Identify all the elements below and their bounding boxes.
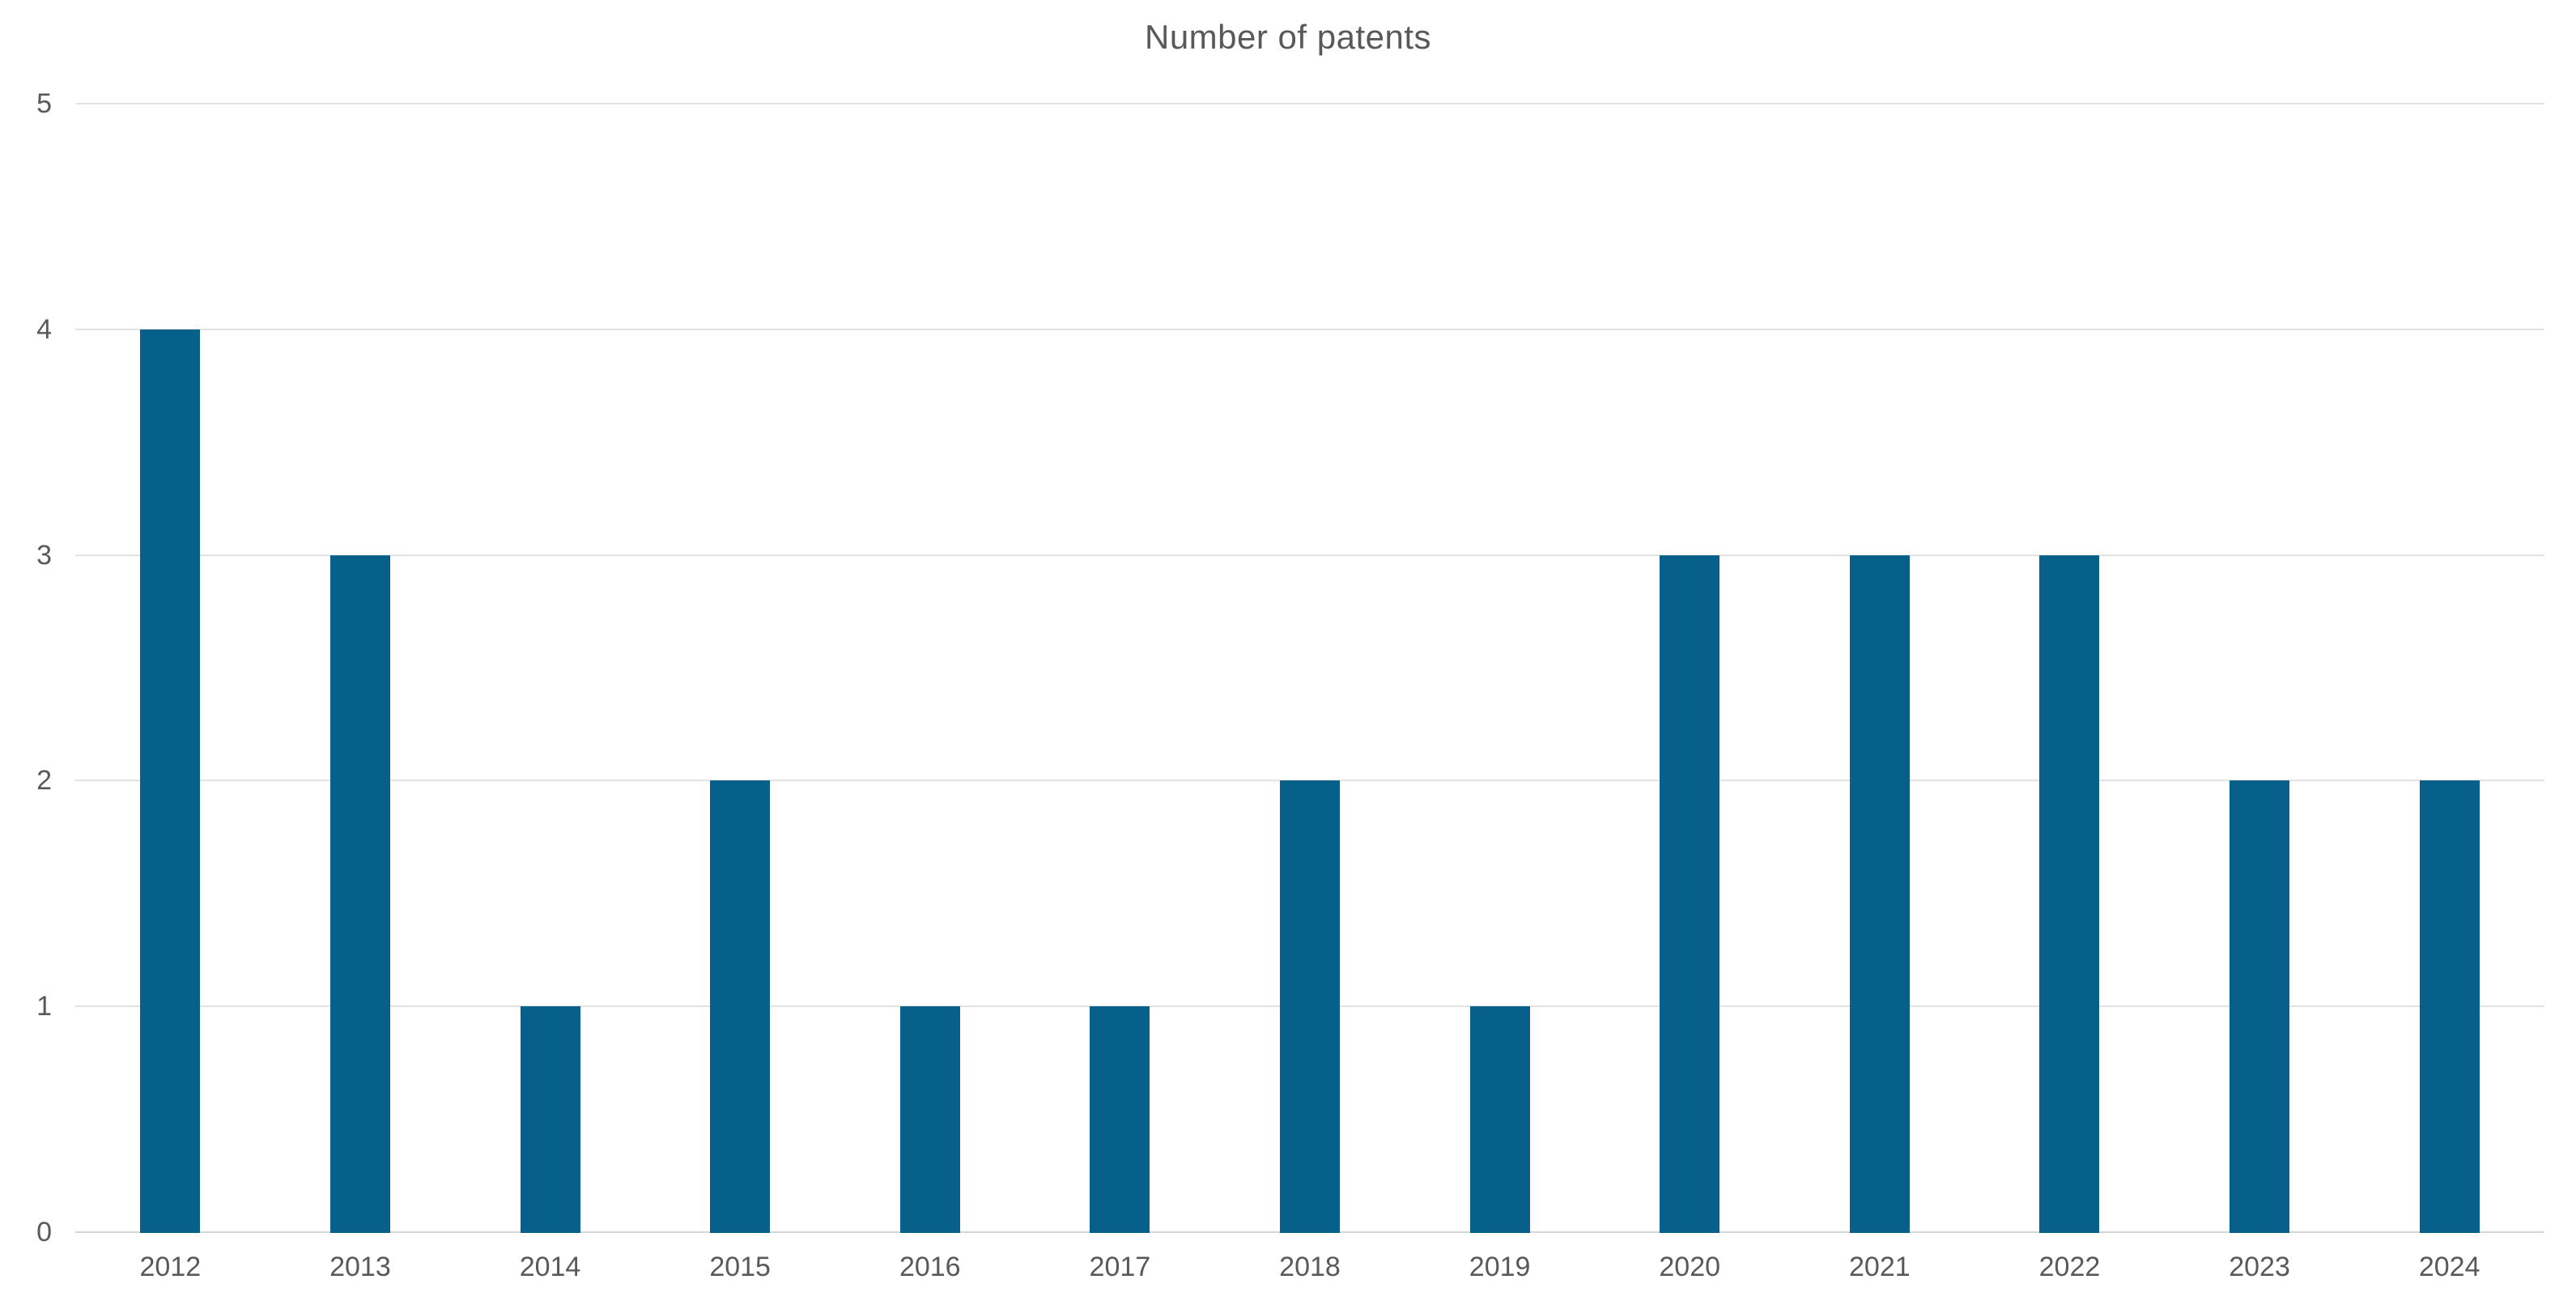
- y-axis-tick-label-4: 4: [36, 313, 52, 345]
- x-axis-tick-label-2018: 2018: [1279, 1252, 1341, 1282]
- y-axis-tick-label-0: 0: [36, 1217, 52, 1248]
- bar-2014: [520, 1006, 580, 1233]
- bar-2016: [899, 1006, 960, 1233]
- bar-2012: [140, 329, 201, 1233]
- bar-2018: [1280, 780, 1340, 1233]
- x-axis-tick-label-2024: 2024: [2418, 1252, 2480, 1282]
- y-axis-tick-label-2: 2: [36, 765, 52, 797]
- x-axis-tick-label-2021: 2021: [1849, 1252, 1911, 1282]
- x-axis-tick-label-2017: 2017: [1089, 1252, 1151, 1282]
- bar-2022: [2039, 555, 2100, 1233]
- gridline-y-3: [75, 554, 2544, 556]
- gridline-y-5: [75, 103, 2544, 104]
- bar-2021: [1849, 555, 1910, 1233]
- x-axis-tick-label-2014: 2014: [519, 1252, 581, 1282]
- x-axis-tick-label-2020: 2020: [1659, 1252, 1721, 1282]
- x-axis-tick-label-2022: 2022: [2038, 1252, 2101, 1282]
- chart-title: Number of patents: [1144, 18, 1431, 56]
- bar-2020: [1660, 555, 1720, 1233]
- bar-2019: [1469, 1006, 1530, 1233]
- bar-2024: [2419, 780, 2480, 1233]
- bar-2017: [1090, 1006, 1150, 1233]
- x-axis-tick-label-2015: 2015: [709, 1252, 771, 1282]
- y-axis-tick-label-1: 1: [36, 991, 52, 1022]
- bar-2023: [2230, 780, 2290, 1233]
- x-axis-tick-label-2013: 2013: [329, 1252, 391, 1282]
- y-axis-tick-label-5: 5: [36, 88, 52, 119]
- x-axis-tick-label-2012: 2012: [139, 1252, 202, 1282]
- bar-2013: [329, 555, 390, 1233]
- x-axis-tick-label-2019: 2019: [1469, 1252, 1531, 1282]
- bar-2015: [710, 780, 771, 1233]
- gridline-y-4: [75, 328, 2544, 330]
- x-axis-tick-label-2023: 2023: [2229, 1252, 2290, 1282]
- y-axis-tick-label-3: 3: [36, 539, 52, 571]
- x-axis-tick-label-2016: 2016: [899, 1252, 961, 1282]
